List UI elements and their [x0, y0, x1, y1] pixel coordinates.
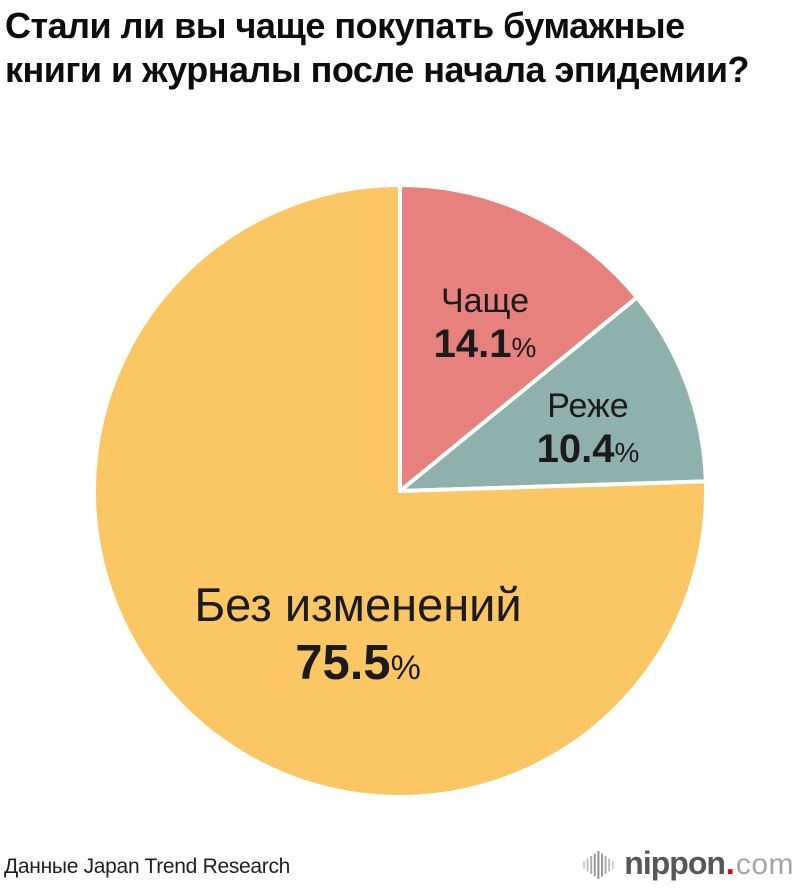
- pie-chart: [86, 177, 714, 805]
- pie-chart-svg: [92, 183, 708, 799]
- nippon-com-logo: nippon . com: [582, 844, 794, 882]
- waveform-bars-icon: [583, 851, 615, 879]
- logo-dot: .: [725, 844, 735, 881]
- footer: Данные Japan Trend Research nippon . com: [0, 844, 800, 882]
- logo-tld: com: [735, 847, 794, 881]
- pie-slice-0: [398, 183, 639, 493]
- logo-name: nippon: [624, 844, 726, 881]
- pie-slice-2: [92, 183, 708, 799]
- chart-title: Стали ли вы чаще покупать бумажные книги…: [5, 5, 750, 90]
- data-source-credit: Данные Japan Trend Research: [4, 855, 291, 878]
- logo-wordmark: nippon . com: [624, 845, 794, 882]
- pie-slice-1: [398, 295, 708, 493]
